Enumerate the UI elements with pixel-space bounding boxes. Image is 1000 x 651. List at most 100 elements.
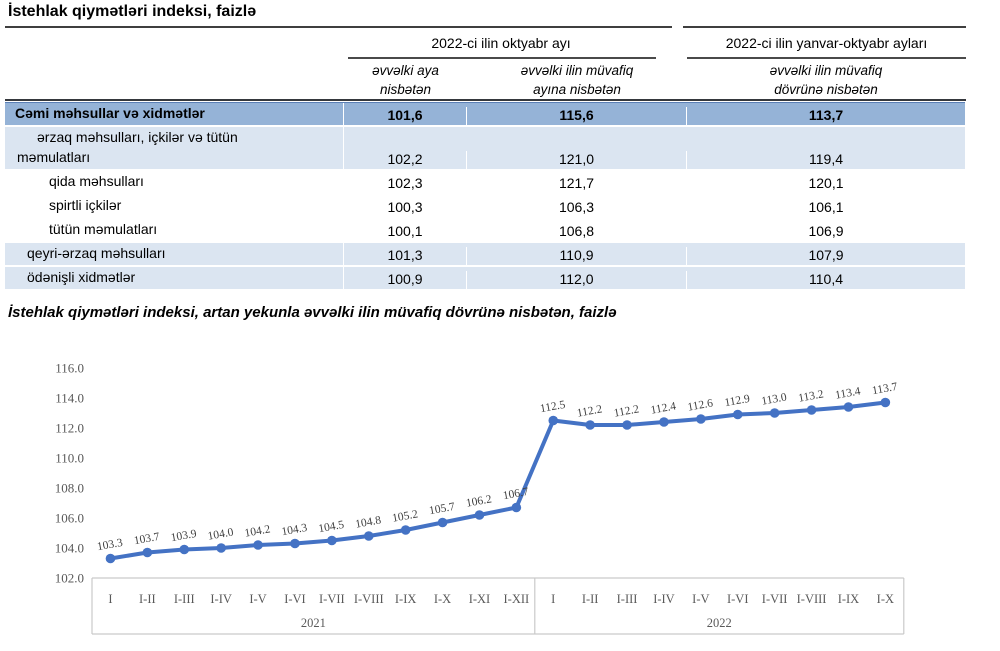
x-tick-label: I-VI bbox=[727, 592, 749, 606]
x-tick-label: I-X bbox=[434, 592, 451, 606]
data-point-label: 112.2 bbox=[576, 403, 603, 419]
title-underline bbox=[5, 26, 672, 28]
col-header-prev-year-period: əvvəlki ilin müvafiq dövrünə nisbətən bbox=[769, 63, 883, 97]
cell-value: 106,9 bbox=[808, 223, 844, 239]
data-point-marker bbox=[769, 408, 780, 418]
cell-value: 115,6 bbox=[467, 107, 687, 125]
data-point-marker bbox=[659, 417, 669, 427]
data-point-marker bbox=[843, 402, 854, 412]
cell-value: 106,8 bbox=[467, 223, 687, 241]
group-underline-1 bbox=[348, 57, 656, 59]
group-header-october: 2022-ci ilin oktyabr ayı bbox=[431, 35, 571, 51]
data-point-label: 112.2 bbox=[613, 403, 640, 419]
cell-value: 113,7 bbox=[808, 107, 844, 123]
col-header-prev-year-month: əvvəlki ilin müvafiq ayına nisbətən bbox=[520, 63, 634, 97]
group-header-jan-oct: 2022-ci ilin yanvar-oktyabr ayları bbox=[725, 35, 928, 51]
cell-value: 101,3 bbox=[344, 247, 467, 265]
data-point-label: 105.7 bbox=[428, 501, 456, 517]
cell-value: 119,4 bbox=[809, 151, 843, 167]
x-tick-label: I-XI bbox=[469, 592, 491, 606]
group-underline-2 bbox=[687, 57, 966, 59]
table-row: Cəmi məhsullar və xidmətlər 101,6 115,6 113… bbox=[5, 102, 965, 125]
table-title: İstehlak qiymətləri indeksi, faizlə bbox=[8, 3, 257, 20]
table-row: ərzaq məhsulları, içkilər və tütün məmul… bbox=[5, 127, 965, 169]
x-tick-label: I-XII bbox=[504, 592, 530, 606]
cell-value: 110,9 bbox=[467, 247, 687, 265]
x-tick-label: I-IV bbox=[210, 592, 232, 606]
x-tick-label: I-VI bbox=[284, 592, 306, 606]
y-tick-label: 116.0 bbox=[55, 361, 84, 376]
data-point-label: 104.5 bbox=[318, 519, 346, 535]
cpi-line-chart: 116.0 114.0 112.0 110.0 108.0 106.0 104.0 102.0… bbox=[55, 361, 905, 635]
cell-value: 102,2 bbox=[344, 151, 467, 169]
data-point-label: 104.2 bbox=[244, 523, 272, 539]
y-tick-label: 110.0 bbox=[55, 451, 84, 466]
x-tick-label: I-IV bbox=[653, 592, 675, 606]
cell-value: 101,6 bbox=[344, 107, 467, 125]
data-point-label: 113.0 bbox=[761, 391, 788, 407]
x-tick-label: I-VII bbox=[319, 592, 345, 606]
cell-value: 100,1 bbox=[344, 223, 467, 241]
data-point-label: 106.2 bbox=[465, 493, 493, 509]
y-tick-label: 106.0 bbox=[55, 511, 84, 526]
data-point-label: 104.0 bbox=[207, 526, 235, 542]
data-point-marker bbox=[732, 409, 743, 420]
cell-value: 102,3 bbox=[344, 175, 467, 193]
x-tick-label: I-V bbox=[249, 592, 266, 606]
cell-value: 107,9 bbox=[808, 247, 844, 263]
data-point-marker bbox=[142, 547, 153, 558]
cell-value: 121,7 bbox=[467, 175, 687, 193]
x-tick-label: I-V bbox=[692, 592, 709, 606]
data-point-marker bbox=[585, 420, 595, 430]
cell-value: 100,3 bbox=[344, 199, 467, 217]
series-line bbox=[108, 400, 888, 561]
x-tick-label: I bbox=[108, 592, 112, 606]
row-label: spirtli içkilər bbox=[5, 195, 344, 217]
data-point-marker bbox=[474, 510, 485, 520]
y-tick-label: 114.0 bbox=[55, 391, 84, 406]
cell-value: 106,3 bbox=[467, 199, 687, 217]
x-tick-label: I-VIII bbox=[354, 592, 384, 606]
data-point-label: 113.7 bbox=[871, 381, 898, 397]
y-tick-label: 104.0 bbox=[55, 541, 84, 556]
x-tick-label: I-II bbox=[582, 592, 599, 606]
row-label: qida məhsulları bbox=[5, 171, 344, 193]
data-point-marker bbox=[105, 553, 116, 564]
data-point-marker bbox=[622, 420, 632, 430]
x-tick-label: I-VII bbox=[762, 592, 788, 606]
table-row: qeyri-ərzaq məhsulları 101,3 110,9 107,9 bbox=[5, 243, 965, 265]
table-row: qida məhsulları 102,3 121,7 120,1 bbox=[5, 171, 965, 193]
row-label: tütün məmulatları bbox=[5, 219, 344, 241]
cell-value: 100,9 bbox=[344, 271, 467, 289]
data-point-label: 112.9 bbox=[724, 393, 751, 409]
data-point-marker bbox=[806, 405, 817, 415]
data-point-marker bbox=[548, 415, 559, 426]
table-row: ödənişli xidmətlər 100,9 112,0 110,4 bbox=[5, 267, 965, 289]
data-point-label: 106.7 bbox=[502, 486, 530, 502]
header-separator bbox=[5, 99, 966, 101]
data-point-marker bbox=[511, 502, 522, 513]
data-point-marker bbox=[179, 544, 190, 555]
row-label: ödənişli xidmətlər bbox=[5, 267, 344, 289]
data-point-marker bbox=[327, 535, 337, 546]
data-point-marker bbox=[290, 538, 300, 549]
x-tick-label: I-IX bbox=[395, 592, 417, 606]
data-point-label: 112.4 bbox=[650, 400, 677, 416]
data-point-label: 104.3 bbox=[281, 522, 309, 538]
data-point-marker bbox=[253, 540, 263, 550]
data-point-label: 113.2 bbox=[797, 388, 824, 404]
table-body: Cəmi məhsullar və xidmətlər 101,6 115,6 113… bbox=[5, 102, 965, 291]
data-point-label: 103.7 bbox=[133, 531, 161, 547]
data-point-marker bbox=[216, 543, 226, 553]
data-point-marker bbox=[400, 525, 411, 535]
y-tick-label: 108.0 bbox=[55, 481, 84, 496]
data-point-label: 113.4 bbox=[834, 385, 861, 401]
cell-value: 110,4 bbox=[809, 271, 843, 287]
y-tick-label: 112.0 bbox=[55, 421, 84, 436]
data-point-marker bbox=[437, 517, 448, 528]
x-tick-label: I-X bbox=[877, 592, 894, 606]
year-label: 2021 bbox=[301, 616, 326, 630]
cell-value: 120,1 bbox=[808, 175, 844, 191]
data-point-marker bbox=[880, 397, 891, 408]
